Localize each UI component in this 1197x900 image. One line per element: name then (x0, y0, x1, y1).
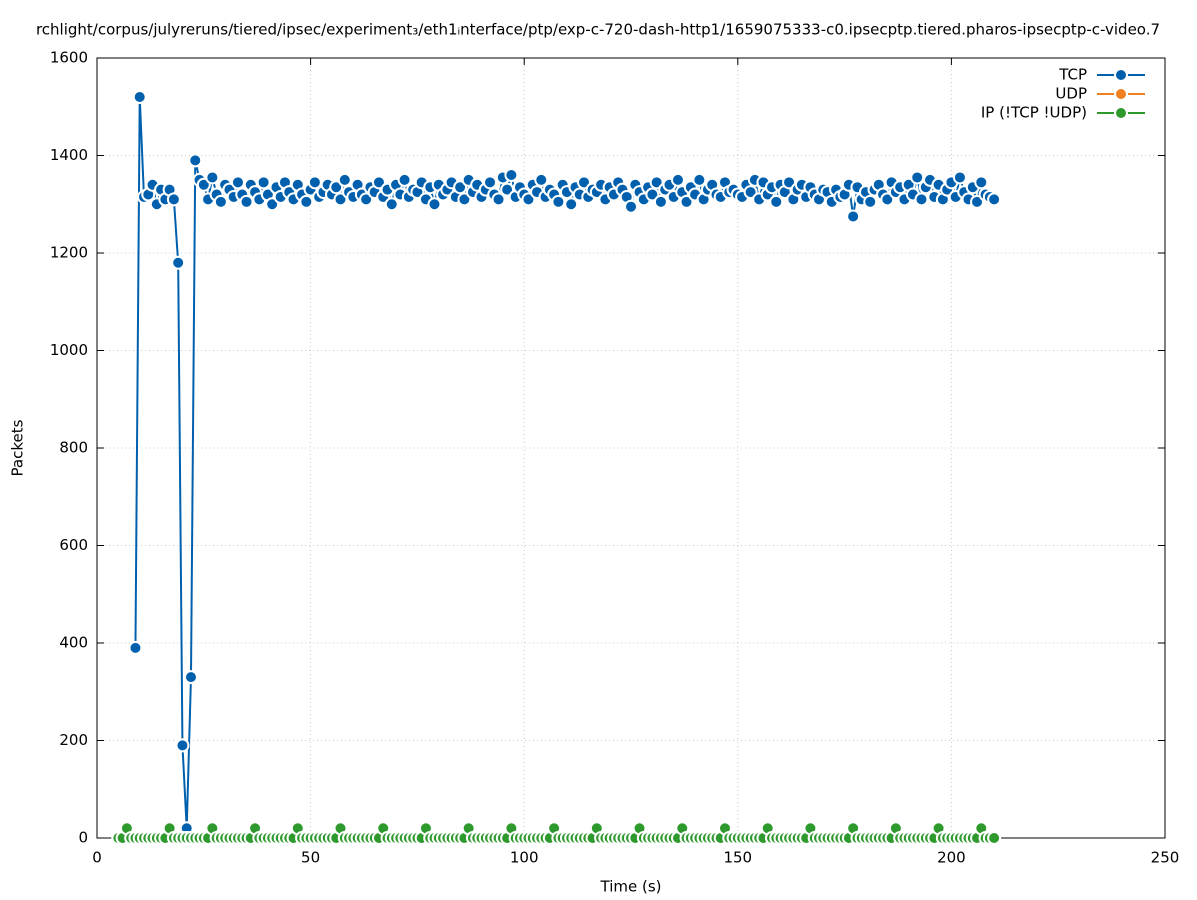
data-point (551, 194, 566, 209)
y-tick-label: 600 (59, 536, 88, 554)
data-point (782, 175, 797, 190)
data-point (188, 153, 203, 168)
data-point (863, 194, 878, 209)
data-point (534, 172, 549, 187)
x-tick-label: 150 (723, 849, 752, 867)
data-point (483, 175, 498, 190)
y-tick-label: 0 (78, 829, 88, 847)
data-point (457, 192, 472, 207)
data-point (670, 172, 685, 187)
data-point (645, 187, 660, 202)
legend-label: UDP (1055, 85, 1087, 103)
data-point (205, 170, 220, 185)
data-point (577, 175, 592, 190)
data-point (970, 194, 985, 209)
legend-marker (1114, 106, 1128, 120)
data-point (974, 175, 989, 190)
y-tick-label: 1200 (50, 244, 88, 262)
data-point (337, 172, 352, 187)
data-point (427, 197, 442, 212)
x-tick-label: 250 (1151, 849, 1180, 867)
data-point (359, 192, 374, 207)
data-point (384, 197, 399, 212)
data-point (171, 255, 186, 270)
y-tick-label: 200 (59, 731, 88, 749)
data-point (299, 194, 314, 209)
data-point (910, 170, 925, 185)
chart-title: rchlight/corpus/julyreruns/tiered/ipsec/… (36, 21, 1160, 39)
legend-marker (1114, 68, 1128, 82)
legend-label: TCP (1058, 66, 1087, 84)
data-point (500, 182, 515, 197)
data-point (624, 199, 638, 214)
data-point (183, 670, 198, 685)
data-point (329, 180, 344, 195)
data-point (175, 738, 190, 753)
data-point (213, 194, 228, 209)
data-point (846, 209, 861, 224)
y-tick-label: 1400 (50, 146, 88, 164)
data-point (166, 192, 181, 207)
data-point (128, 640, 143, 655)
data-point (649, 175, 664, 190)
y-tick-label: 800 (59, 439, 88, 457)
x-tick-label: 50 (301, 849, 320, 867)
x-tick-label: 200 (937, 849, 966, 867)
data-point (952, 170, 967, 185)
data-point (491, 192, 506, 207)
data-point (653, 194, 668, 209)
legend-marker (1114, 87, 1128, 101)
data-point (914, 192, 929, 207)
data-point (333, 192, 348, 207)
y-tick-label: 1000 (50, 341, 88, 359)
data-point (880, 192, 895, 207)
x-tick-label: 100 (510, 849, 539, 867)
data-point (132, 90, 147, 104)
y-axis-label: Packets (9, 419, 27, 476)
data-point (743, 185, 758, 200)
y-tick-label: 400 (59, 634, 88, 652)
data-point (692, 172, 707, 187)
data-point (521, 192, 536, 207)
data-point (265, 197, 280, 212)
data-point (256, 175, 271, 190)
data-point (453, 180, 468, 195)
data-point (987, 831, 1002, 845)
x-tick-label: 0 (92, 849, 102, 867)
data-point (769, 194, 784, 209)
data-point (196, 177, 211, 192)
data-point (504, 168, 519, 182)
data-point (371, 175, 386, 190)
legend-label: IP (!TCP !UDP) (981, 104, 1087, 122)
data-point (307, 175, 322, 190)
data-point (987, 192, 1002, 207)
x-axis-label: Time (s) (600, 878, 662, 896)
data-point (230, 175, 245, 190)
data-point (397, 172, 412, 187)
data-point (239, 194, 254, 209)
y-tick-label: 1600 (50, 49, 88, 67)
data-point (564, 197, 579, 212)
data-point (679, 194, 694, 209)
